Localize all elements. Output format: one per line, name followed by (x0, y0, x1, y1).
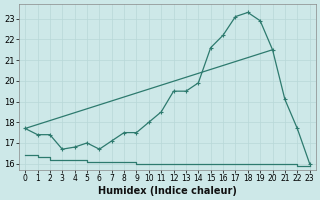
X-axis label: Humidex (Indice chaleur): Humidex (Indice chaleur) (98, 186, 237, 196)
